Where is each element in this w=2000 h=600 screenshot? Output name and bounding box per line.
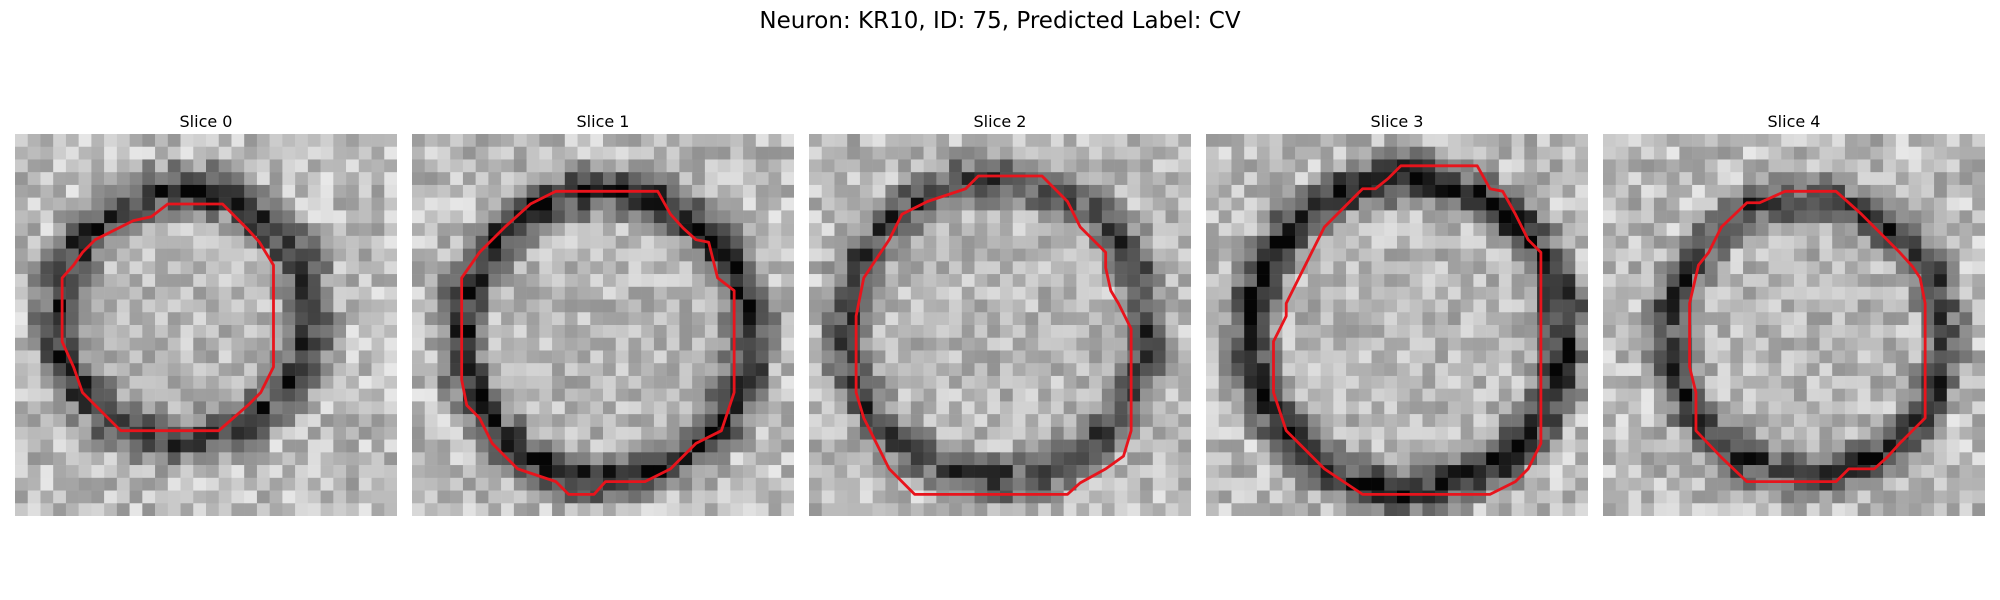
slice-image bbox=[15, 134, 397, 516]
slice-title: Slice 3 bbox=[1370, 112, 1424, 131]
slice-image bbox=[1603, 134, 1985, 516]
slice-image bbox=[1206, 134, 1588, 516]
slice-image bbox=[412, 134, 794, 516]
slice-title: Slice 2 bbox=[973, 112, 1027, 131]
figure-title: Neuron: KR10, ID: 75, Predicted Label: C… bbox=[759, 8, 1241, 34]
segmentation-contour bbox=[1272, 164, 1543, 496]
segmentation-contour bbox=[460, 189, 736, 496]
slice-title: Slice 0 bbox=[179, 112, 233, 131]
slice-title: Slice 1 bbox=[576, 112, 630, 131]
segmentation-contour bbox=[60, 202, 275, 433]
segmentation-contour bbox=[854, 174, 1133, 496]
slice-image bbox=[809, 134, 1191, 516]
slice-title: Slice 4 bbox=[1767, 112, 1821, 131]
segmentation-contour bbox=[1688, 189, 1927, 484]
